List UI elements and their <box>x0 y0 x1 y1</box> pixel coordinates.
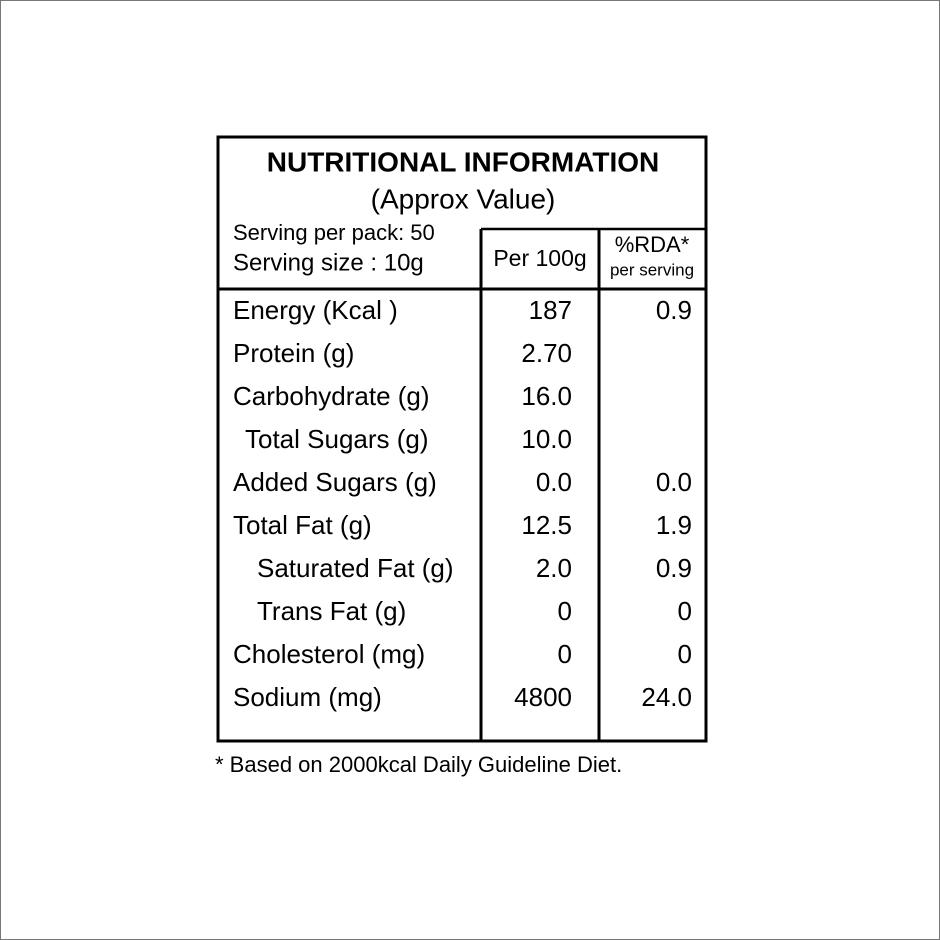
column-header: Per 100g <box>493 245 586 271</box>
subtitle: (Approx Value) <box>371 183 556 214</box>
nutrient-name: Carbohydrate (g) <box>233 381 430 411</box>
column-header-note: per serving <box>610 260 694 279</box>
rda-value: 0.0 <box>656 467 692 497</box>
nutrient-name: Cholesterol (mg) <box>233 639 425 669</box>
column-header: %RDA* <box>615 232 690 257</box>
per-100g-value: 12.5 <box>521 510 572 540</box>
serving-per-pack: Serving per pack: 50 <box>233 220 435 245</box>
nutrient-name: Total Sugars (g) <box>245 424 429 454</box>
rda-value: 0.9 <box>656 553 692 583</box>
title: NUTRITIONAL INFORMATION <box>267 146 659 177</box>
nutrient-name: Sodium (mg) <box>233 682 382 712</box>
per-100g-value: 10.0 <box>521 424 572 454</box>
rda-value: 1.9 <box>656 510 692 540</box>
per-100g-value: 16.0 <box>521 381 572 411</box>
rda-value: 0.9 <box>656 295 692 325</box>
per-100g-value: 0.0 <box>536 467 572 497</box>
per-100g-value: 0 <box>558 639 572 669</box>
table-border <box>216 135 708 743</box>
per-100g-value: 2.70 <box>521 338 572 368</box>
nutrient-name: Protein (g) <box>233 338 354 368</box>
nutrient-name: Added Sugars (g) <box>233 467 437 497</box>
nutrient-name: Total Fat (g) <box>233 510 372 540</box>
rda-value: 24.0 <box>641 682 692 712</box>
per-100g-value: 0 <box>558 596 572 626</box>
footnote: * Based on 2000kcal Daily Guideline Diet… <box>215 752 622 777</box>
rda-value: 0 <box>678 639 692 669</box>
serving-size: Serving size : 10g <box>233 249 424 276</box>
per-100g-value: 4800 <box>514 682 572 712</box>
nutrient-name: Energy (Kcal ) <box>233 295 398 325</box>
per-100g-value: 187 <box>529 295 572 325</box>
nutrient-name: Trans Fat (g) <box>257 596 406 626</box>
rda-value: 0 <box>678 596 692 626</box>
nutrient-name: Saturated Fat (g) <box>257 553 454 583</box>
per-100g-value: 2.0 <box>536 553 572 583</box>
